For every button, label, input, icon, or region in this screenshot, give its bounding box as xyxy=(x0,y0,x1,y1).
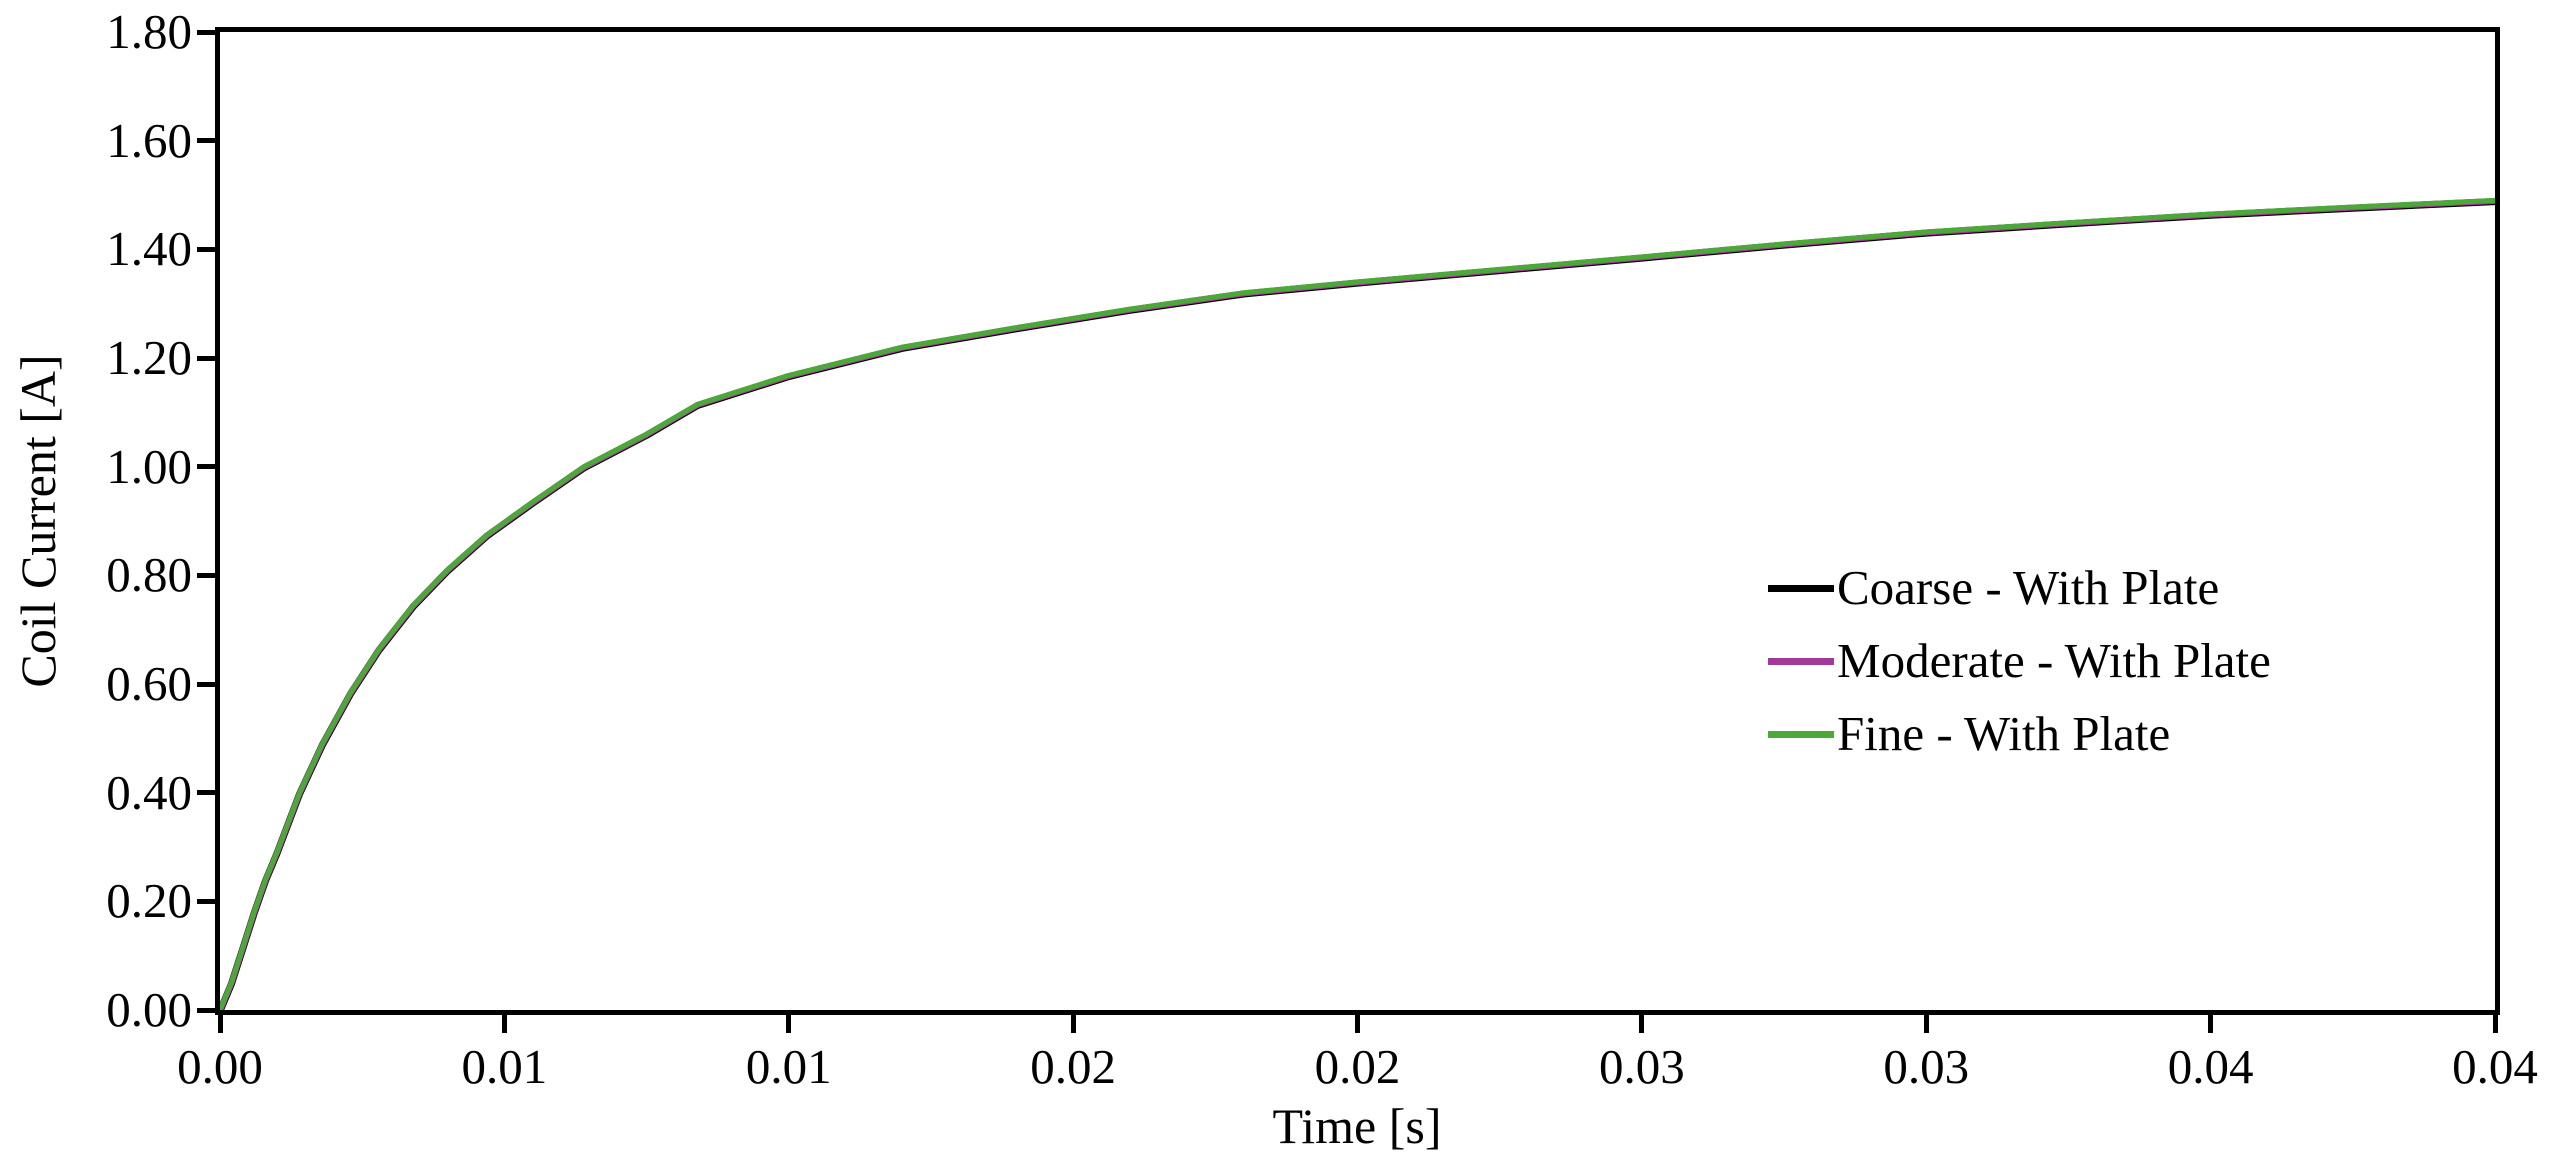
series-line-fine-with-plate xyxy=(220,197,2495,1010)
y-tick-label: 0.60 xyxy=(106,656,192,711)
y-tick xyxy=(197,246,215,252)
x-tick-label: 0.02 xyxy=(1314,1039,1401,1094)
plot-area xyxy=(215,27,2500,1015)
x-tick xyxy=(1639,1013,1645,1033)
legend-item-coarse: Coarse - With Plate xyxy=(1768,560,2271,616)
y-tick-label: 0.40 xyxy=(106,764,192,820)
x-tick-label: 0.04 xyxy=(2452,1039,2538,1094)
coarse-line-swatch xyxy=(1768,584,1834,592)
y-tick xyxy=(197,138,215,144)
y-tick xyxy=(197,790,215,796)
y-tick xyxy=(197,355,215,361)
x-tick-label: 0.02 xyxy=(1030,1039,1116,1094)
y-tick xyxy=(197,464,215,470)
y-tick xyxy=(197,1007,215,1013)
legend-label-moderate: Moderate - With Plate xyxy=(1837,633,2271,688)
y-tick-label: 1.40 xyxy=(106,221,192,277)
legend-item-fine: Fine - With Plate xyxy=(1768,706,2271,762)
x-tick-label: 0.03 xyxy=(1883,1039,1970,1094)
y-tick-label: 1.20 xyxy=(106,330,192,385)
y-tick xyxy=(197,572,215,578)
y-tick-label: 0.80 xyxy=(106,547,192,603)
x-tick xyxy=(217,1013,223,1033)
x-tick-label: 0.03 xyxy=(1599,1039,1685,1094)
x-tick-label: 0.00 xyxy=(177,1039,263,1094)
y-tick-label: 1.80 xyxy=(106,4,192,59)
series-lines xyxy=(220,197,2495,1010)
x-tick xyxy=(501,1013,507,1033)
legend-label-fine: Fine - With Plate xyxy=(1837,706,2171,761)
x-tick xyxy=(1070,1013,1076,1033)
x-tick-label: 0.04 xyxy=(2167,1039,2254,1094)
moderate-line-swatch xyxy=(1768,657,1834,665)
y-axis-title: Coil Current [A] xyxy=(10,354,66,688)
x-tick xyxy=(786,1013,792,1033)
y-tick-label: 1.60 xyxy=(106,112,192,168)
y-tick-label: 0.20 xyxy=(106,873,192,929)
x-tick-label: 0.01 xyxy=(461,1039,548,1094)
legend: Coarse - With Plate Moderate - With Plat… xyxy=(1768,560,2271,779)
y-tick xyxy=(197,898,215,904)
y-tick xyxy=(197,29,215,35)
x-tick-label: 0.01 xyxy=(745,1039,832,1094)
x-tick xyxy=(2208,1013,2214,1033)
legend-item-moderate: Moderate - With Plate xyxy=(1768,633,2271,689)
fine-line-swatch xyxy=(1768,730,1834,738)
legend-label-coarse: Coarse - With Plate xyxy=(1837,560,2220,615)
y-tick-label: 1.00 xyxy=(106,438,192,494)
x-tick xyxy=(1355,1013,1360,1033)
x-axis-title: Time [s] xyxy=(1272,1098,1442,1154)
x-tick xyxy=(2492,1013,2498,1033)
x-tick xyxy=(1923,1013,1929,1033)
y-tick xyxy=(197,681,215,687)
y-tick-label: 0.00 xyxy=(106,982,192,1037)
